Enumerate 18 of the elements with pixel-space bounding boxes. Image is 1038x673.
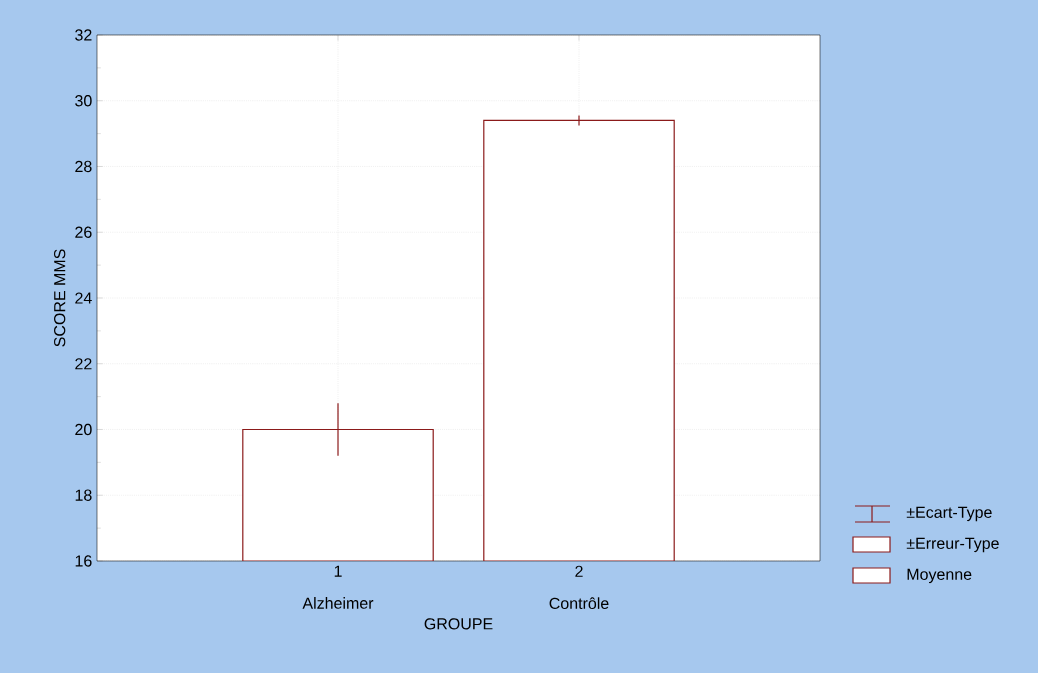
- y-tick-label: 20: [75, 423, 92, 436]
- y-tick-label: 28: [75, 160, 92, 173]
- y-axis-title: SCORE MMS: [54, 249, 66, 347]
- x-tick-label: Alzheimer: [302, 597, 374, 609]
- text: ±Erreur-Type: [906, 537, 999, 553]
- y-tick-label: 24: [75, 292, 92, 304]
- x-tick-label: Contrôle: [549, 597, 609, 610]
- text: 1: [334, 565, 342, 577]
- text: Moyenne: [907, 568, 972, 584]
- y-tick-label: 32: [75, 29, 92, 41]
- y-tick-label: 30: [75, 95, 92, 107]
- y-tick-label: 26: [75, 226, 92, 238]
- y-tick-label: 16: [75, 555, 92, 567]
- x-axis-title: GROUPE: [424, 618, 493, 630]
- text: 2: [575, 565, 583, 577]
- y-tick-label: 22: [75, 358, 92, 370]
- y-tick-label: 18: [75, 489, 92, 501]
- text: ±Ecart-Type: [906, 506, 992, 522]
